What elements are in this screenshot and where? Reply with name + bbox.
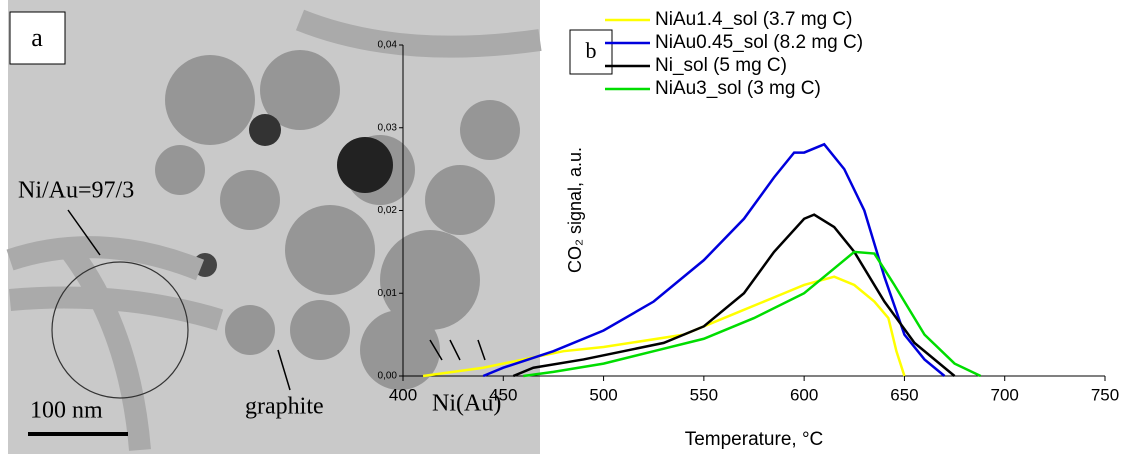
y-tick-label: 0,03 — [378, 122, 398, 133]
series-line — [422, 275, 906, 378]
y-axis-label: CO₂ signal, a.u. — [565, 147, 585, 273]
annotation: Ni(Au) — [432, 391, 501, 417]
y-tick-label: 0,04 — [378, 40, 398, 51]
series-line — [482, 142, 946, 378]
legend-label: Ni_sol (5 mg C) — [655, 55, 787, 76]
annotation: graphite — [245, 394, 324, 420]
scale-bar-label: 100 nm — [30, 398, 103, 424]
x-tick-label: 750 — [1091, 385, 1119, 404]
x-tick-label: 550 — [690, 385, 718, 404]
y-tick-label: 0,01 — [378, 288, 398, 299]
panel-label: a — [31, 23, 43, 52]
panel-label: b — [586, 38, 597, 63]
series-line — [523, 250, 982, 378]
y-tick-label: 0,00 — [378, 371, 398, 382]
chart: b Temperature, °C CO₂ signal, a.u. 400 45… — [378, 9, 1120, 450]
tem-image: a Ni/Au=97/3 graphite Ni(Au) 100 nm — [6, 0, 542, 454]
series-line — [512, 213, 956, 378]
x-tick-label: 600 — [790, 385, 818, 404]
x-tick-label: 450 — [489, 385, 517, 404]
x-tick-label: 700 — [991, 385, 1019, 404]
x-tick-label: 400 — [389, 385, 417, 404]
x-tick-label: 500 — [589, 385, 617, 404]
legend-label: NiAu0.45_sol (8.2 mg C) — [655, 32, 863, 53]
legend-label: NiAu1.4_sol (3.7 mg C) — [655, 9, 852, 30]
annotation: Ni/Au=97/3 — [18, 178, 134, 204]
x-tick-label: 650 — [890, 385, 918, 404]
y-tick-label: 0,02 — [378, 205, 398, 216]
legend-label: NiAu3_sol (3 mg C) — [655, 78, 821, 99]
x-axis-label: Temperature, °C — [685, 429, 824, 450]
